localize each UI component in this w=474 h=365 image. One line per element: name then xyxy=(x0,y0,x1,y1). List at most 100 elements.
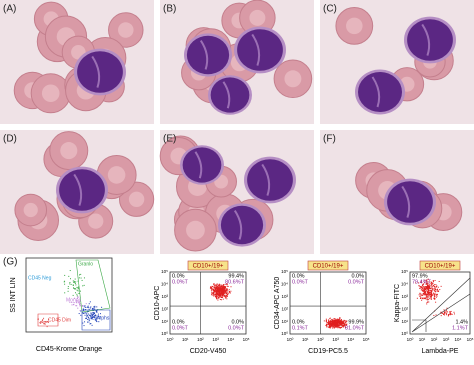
nuclear-cleft xyxy=(199,40,209,70)
event-dot xyxy=(332,326,334,328)
event-dot xyxy=(343,320,345,322)
event-dot xyxy=(426,294,428,296)
event-dot xyxy=(67,290,69,292)
event-dot xyxy=(92,315,94,317)
event-dot xyxy=(78,277,80,279)
event-dot xyxy=(40,322,42,324)
event-dot xyxy=(425,295,427,297)
event-dot xyxy=(337,323,339,325)
event-dot xyxy=(93,315,95,317)
quadrant-percent: 1.4% xyxy=(455,319,468,325)
event-dot xyxy=(335,323,337,325)
event-dot xyxy=(226,287,228,289)
event-dot xyxy=(211,286,213,288)
event-dot xyxy=(427,286,429,288)
event-dot xyxy=(424,297,426,299)
event-dot xyxy=(96,310,98,312)
event-dot xyxy=(211,294,213,296)
event-dot xyxy=(344,322,346,324)
y-tick-label: 10⁴ xyxy=(281,282,288,287)
event-dot xyxy=(434,289,436,291)
event-dot xyxy=(431,281,433,283)
event-dot xyxy=(98,321,100,323)
y-tick-label: 10⁵ xyxy=(281,269,288,274)
event-dot xyxy=(218,288,220,290)
event-dot xyxy=(434,291,436,293)
event-dot xyxy=(86,311,88,313)
event-dot xyxy=(421,287,423,289)
event-dot xyxy=(213,292,215,294)
event-dot xyxy=(429,287,431,289)
event-dot xyxy=(432,292,434,294)
event-dot xyxy=(95,319,97,321)
event-dot xyxy=(80,273,82,275)
event-dot xyxy=(428,286,430,288)
event-dot xyxy=(73,287,75,289)
event-dot xyxy=(330,323,332,325)
event-dot xyxy=(441,312,443,314)
event-dot xyxy=(420,285,422,287)
event-dot xyxy=(216,296,218,298)
event-dot xyxy=(340,319,342,321)
event-dot xyxy=(98,315,100,317)
y-tick-label: 10³ xyxy=(401,294,408,299)
event-dot xyxy=(423,288,425,290)
event-dot xyxy=(421,294,423,296)
event-dot xyxy=(228,292,230,294)
event-dot xyxy=(72,284,74,286)
event-dot xyxy=(94,315,96,317)
event-dot xyxy=(216,298,218,300)
event-dot xyxy=(221,294,223,296)
x-tick-label: 10⁰ xyxy=(287,337,294,342)
event-dot xyxy=(218,285,220,287)
event-dot xyxy=(340,327,342,329)
event-dot xyxy=(40,321,42,323)
nuclear-cleft xyxy=(371,76,381,108)
event-dot xyxy=(427,289,429,291)
event-dot xyxy=(42,319,44,321)
event-dot xyxy=(39,322,41,324)
event-dot xyxy=(223,294,225,296)
event-dot xyxy=(427,288,429,290)
event-dot xyxy=(37,318,39,320)
event-dot xyxy=(429,287,431,289)
event-dot xyxy=(230,290,232,292)
event-dot xyxy=(337,321,339,323)
event-dot xyxy=(332,325,334,327)
event-dot xyxy=(215,295,217,297)
rbc-center xyxy=(284,70,302,88)
event-dot xyxy=(339,322,341,324)
event-dot xyxy=(94,315,96,317)
event-dot xyxy=(77,290,79,292)
event-dot xyxy=(227,293,229,295)
event-dot xyxy=(428,291,430,293)
event-dot xyxy=(428,295,430,297)
event-dot xyxy=(223,287,225,289)
event-dot xyxy=(218,297,220,299)
event-dot xyxy=(430,291,432,293)
event-dot xyxy=(226,289,228,291)
event-dot xyxy=(433,288,435,290)
x-tick-label: 10² xyxy=(317,337,324,342)
event-dot xyxy=(422,285,424,287)
event-dot xyxy=(99,313,101,315)
gate-tag-box xyxy=(187,260,229,271)
event-dot xyxy=(439,289,441,291)
event-dot xyxy=(220,285,222,287)
event-dot xyxy=(425,287,427,289)
event-dot xyxy=(224,291,226,293)
event-dot xyxy=(221,293,223,295)
event-dot xyxy=(424,282,426,284)
event-dot xyxy=(224,286,226,288)
y-axis-label: Kappa-FITC xyxy=(394,284,401,322)
event-dot xyxy=(419,294,421,296)
event-dot xyxy=(83,306,85,308)
event-dot xyxy=(224,290,226,292)
event-dot xyxy=(335,325,337,327)
y-tick-label: 10⁴ xyxy=(161,282,168,287)
event-dot xyxy=(76,295,78,297)
event-dot xyxy=(425,286,427,288)
event-dot xyxy=(435,293,437,295)
event-dot xyxy=(87,319,89,321)
